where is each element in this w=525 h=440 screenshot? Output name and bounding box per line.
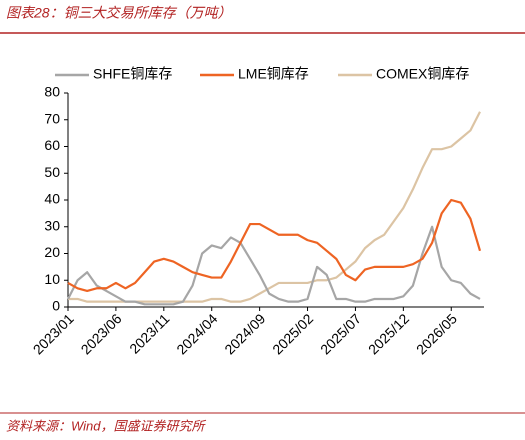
chart-title: 图表28：铜三大交易所库存（万吨） (6, 5, 232, 21)
x-tick-label: 2023/11 (126, 310, 173, 357)
y-tick-label: 70 (44, 110, 60, 126)
y-tick-label: 50 (44, 164, 60, 180)
series-line (68, 111, 481, 303)
series-line (67, 198, 482, 293)
x-tick-label: 2025/07 (317, 310, 364, 357)
x-tick-label: 2023/06 (78, 310, 125, 357)
y-tick-label: 0 (52, 298, 60, 314)
x-tick-label: 2026/05 (413, 310, 460, 357)
y-tick-label: 60 (44, 137, 60, 153)
source: 资料来源：Wind，国盛证券研究所 (6, 418, 207, 433)
legend-label: SHFE铜库存 (93, 66, 172, 82)
y-tick-label: 80 (44, 84, 60, 100)
y-tick-label: 30 (44, 217, 60, 233)
legend-label: COMEX铜库存 (376, 66, 469, 82)
y-tick-label: 20 (44, 244, 60, 260)
x-tick-label: 2025/12 (365, 310, 412, 357)
series-line (67, 225, 481, 306)
x-tick-label: 2023/01 (30, 310, 77, 357)
y-tick-label: 40 (44, 191, 60, 207)
x-tick-label: 2025/02 (269, 310, 316, 357)
legend-label: LME铜库存 (238, 66, 309, 82)
x-tick-label: 2024/09 (221, 310, 268, 357)
x-tick-label: 2024/04 (173, 310, 220, 357)
y-tick-label: 10 (44, 271, 60, 287)
